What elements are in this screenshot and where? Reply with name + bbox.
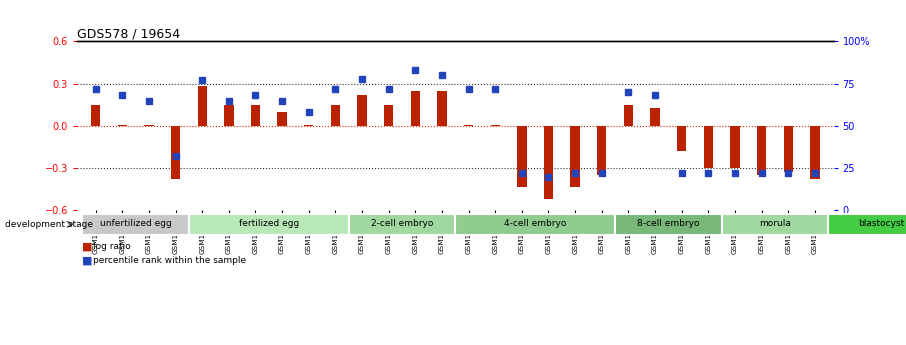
Text: fertilized egg: fertilized egg xyxy=(238,219,299,228)
Bar xyxy=(82,214,188,235)
Bar xyxy=(331,105,340,126)
Bar xyxy=(571,126,580,187)
Text: ■: ■ xyxy=(82,256,92,265)
Bar xyxy=(757,126,766,175)
Bar xyxy=(144,125,154,126)
Bar xyxy=(730,126,739,168)
Bar xyxy=(623,105,633,126)
Bar xyxy=(597,126,606,175)
Bar xyxy=(456,214,615,235)
Bar xyxy=(810,126,820,179)
Bar xyxy=(349,214,455,235)
Bar xyxy=(784,126,793,172)
Text: GDS578 / 19654: GDS578 / 19654 xyxy=(77,27,180,40)
Bar xyxy=(188,214,349,235)
Bar xyxy=(304,125,313,126)
Text: ■: ■ xyxy=(82,242,92,252)
Bar xyxy=(704,126,713,168)
Bar xyxy=(357,95,367,126)
Text: 2-cell embryo: 2-cell embryo xyxy=(371,219,433,228)
Bar xyxy=(722,214,828,235)
Bar xyxy=(171,126,180,179)
Bar xyxy=(464,125,473,126)
Bar xyxy=(438,91,447,126)
Bar xyxy=(517,126,526,187)
Bar xyxy=(91,105,101,126)
Text: 8-cell embryo: 8-cell embryo xyxy=(637,219,699,228)
Text: log ratio: log ratio xyxy=(93,242,131,251)
Bar xyxy=(224,105,234,126)
Text: development stage: development stage xyxy=(5,220,92,229)
Bar xyxy=(251,105,260,126)
Text: morula: morula xyxy=(759,219,791,228)
Text: 4-cell embryo: 4-cell embryo xyxy=(504,219,566,228)
Text: unfertilized egg: unfertilized egg xyxy=(100,219,171,228)
Bar xyxy=(198,87,207,126)
Bar xyxy=(118,125,127,126)
Bar xyxy=(277,112,287,126)
Bar xyxy=(544,126,554,199)
Bar xyxy=(651,108,660,126)
Bar xyxy=(828,214,906,235)
Text: blastocyst: blastocyst xyxy=(858,219,904,228)
Bar xyxy=(677,126,687,151)
Bar xyxy=(384,105,393,126)
Bar xyxy=(410,91,420,126)
Bar xyxy=(615,214,722,235)
Bar xyxy=(490,125,500,126)
Text: percentile rank within the sample: percentile rank within the sample xyxy=(93,256,246,265)
